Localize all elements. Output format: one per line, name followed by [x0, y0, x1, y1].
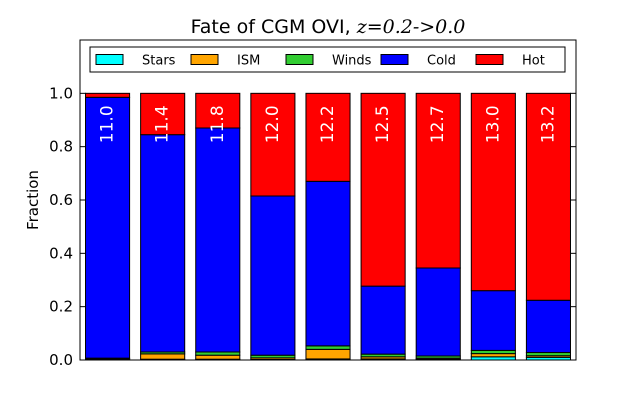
bar-segment-hot	[415, 92, 461, 269]
bar-segment-ism	[195, 354, 241, 360]
y-tick-label: 0.4	[49, 244, 73, 262]
bar-category-label: 13.2	[538, 105, 558, 143]
bar-segment-hot	[305, 92, 351, 182]
bar-category-label: 12.0	[263, 105, 283, 143]
chart-title: Fate of CGM OVI, z=0.2->0.0	[191, 16, 466, 38]
bar-category-label: 11.4	[153, 105, 173, 143]
bar-segment-hot	[470, 92, 516, 292]
bar-segment-cold	[85, 96, 131, 359]
bar-segment-ism	[305, 348, 351, 360]
legend-label-ism: ISM	[237, 54, 260, 69]
bar-category-label: 12.7	[428, 105, 448, 143]
bar-segment-winds	[305, 345, 351, 350]
bar-segment-hot	[195, 92, 241, 129]
bar-segment-cold	[525, 299, 571, 354]
y-tick-label: 0.2	[49, 298, 73, 316]
y-tick-label: 0.8	[49, 138, 73, 156]
legend-swatch-cold	[380, 54, 409, 65]
bar-segment-hot	[85, 92, 131, 98]
bar-segment-cold	[360, 285, 406, 355]
bar-segment-cold	[470, 290, 516, 351]
bar-segment-cold	[250, 195, 296, 356]
bar-segment-cold	[140, 134, 186, 353]
y-tick-label: 0.6	[49, 191, 73, 209]
bars-group	[85, 92, 571, 361]
legend-label-hot: Hot	[522, 54, 545, 69]
legend: Stars ISM Winds Cold Hot	[89, 46, 566, 73]
legend-swatch-winds	[285, 54, 314, 65]
bar-segment-cold	[305, 180, 351, 347]
bar-segment-cold	[415, 267, 461, 357]
y-tick-label: 0.0	[49, 351, 73, 369]
legend-label-stars: Stars	[142, 54, 176, 69]
bar-category-label: 13.0	[483, 105, 503, 143]
y-axis-ticks: 0.0 0.2 0.4 0.6 0.8 1.0	[49, 84, 576, 369]
bar-segment-hot	[140, 92, 186, 136]
bar-labels-group: 11.0 11.4 11.8 12.0 12.2 12.5 12.7 13.0 13.2	[98, 105, 559, 143]
bar-category-label: 12.2	[318, 105, 338, 143]
bar-segment-hot	[250, 92, 296, 197]
legend-label-cold: Cold	[427, 54, 456, 69]
legend-label-winds: Winds	[332, 54, 372, 69]
legend-swatch-stars	[95, 54, 124, 65]
bar-segment-ism	[140, 353, 186, 360]
y-axis-label: Fraction	[24, 170, 42, 230]
legend-swatch-ism	[190, 54, 219, 65]
bar-category-label: 12.5	[373, 105, 393, 143]
bar-segment-hot	[525, 92, 571, 301]
y-tick-label: 1.0	[49, 84, 73, 102]
bar-segment-cold	[195, 127, 241, 353]
legend-swatch-hot	[475, 54, 504, 65]
bar-segment-hot	[360, 92, 406, 287]
bar-category-label: 11.8	[208, 105, 228, 143]
bar-category-label: 11.0	[98, 105, 118, 143]
